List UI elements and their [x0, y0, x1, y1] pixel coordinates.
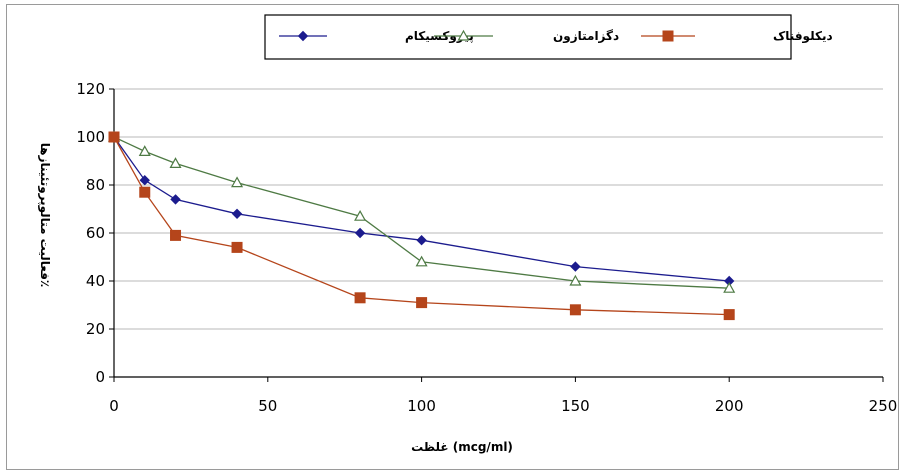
data-point-square: [139, 186, 151, 198]
y-tick-label: 80: [86, 176, 105, 194]
data-point-square: [723, 309, 735, 321]
data-point-triangle: [169, 157, 182, 168]
data-point-diamond: [354, 227, 366, 239]
y-tick-label: 60: [86, 224, 105, 242]
data-point-triangle: [569, 274, 582, 286]
y-tick-label: 40: [86, 272, 105, 290]
legend: پیروکسیکام دگزامتازون دیکلوفناک: [279, 29, 833, 44]
data-point-square: [108, 131, 120, 143]
legend-item: دگزامتازون: [434, 29, 619, 44]
x-tick-label: 0: [109, 397, 119, 415]
series-line-diamond: [113, 136, 730, 282]
y-axis-title: فعالیت متالوپروتئینازها٪: [37, 143, 52, 287]
y-tick-label: 0: [95, 368, 105, 386]
x-tick-label: 200: [715, 397, 744, 415]
data-point-diamond: [170, 194, 181, 205]
x-tick-label: 250: [869, 397, 898, 415]
legend-marker-diamond: [297, 30, 309, 42]
x-tick-labels: 0 50 100 150 200 250: [109, 397, 897, 415]
chart: پیروکسیکام دگزامتازون دیکلوفناک 0204060801…: [37, 14, 897, 454]
series-layer: [107, 130, 736, 321]
data-point-diamond: [139, 174, 150, 186]
axes: [109, 88, 884, 382]
data-point-square: [354, 292, 366, 304]
data-point-diamond: [416, 234, 427, 246]
data-point-square: [231, 241, 243, 253]
x-axis-title: غلظت (mcg/ml): [411, 440, 513, 454]
legend-label: دیکلوفناک: [773, 29, 833, 44]
grid: [114, 88, 883, 330]
y-tick-label: 100: [76, 128, 105, 146]
data-point-diamond: [570, 261, 581, 272]
data-point-diamond: [231, 208, 243, 220]
series-line-triangle: [113, 136, 730, 289]
legend-marker-triangle: [457, 29, 470, 41]
series-line-square: [113, 136, 730, 316]
data-point-square: [170, 229, 182, 241]
data-point-square: [416, 297, 428, 309]
x-tick-label: 50: [258, 397, 277, 415]
data-point-triangle: [231, 176, 244, 188]
y-tick-labels: 0 20 40 60 80 100 120: [76, 80, 105, 386]
legend-label: دگزامتازون: [553, 29, 619, 44]
x-tick-label: 150: [561, 397, 590, 415]
y-tick-label: 20: [86, 320, 105, 338]
data-point-triangle: [354, 209, 367, 221]
legend-marker-square: [662, 30, 674, 42]
chart-frame: پیروکسیکام دگزامتازون دیکلوفناک 0 20 40 60 80 1…: [6, 4, 899, 470]
legend-item: دیکلوفناک: [641, 29, 833, 44]
data-point-square: [569, 304, 581, 316]
legend-box: [264, 14, 792, 60]
series-triangle: [107, 130, 736, 293]
data-point-triangle: [415, 255, 428, 267]
x-tick-label: 100: [407, 397, 436, 415]
data-point-triangle: [723, 281, 736, 293]
series-square: [108, 131, 735, 321]
data-point-triangle: [138, 145, 151, 156]
y-tick-label: 120: [76, 80, 105, 98]
